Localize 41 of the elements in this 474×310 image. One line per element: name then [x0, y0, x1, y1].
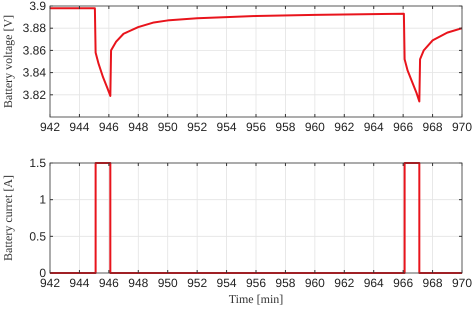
x-tick-label: 958 [275, 120, 296, 134]
y-tick-label: 1 [39, 192, 46, 207]
x-tick-label: 962 [334, 120, 355, 134]
x-tick-label: 954 [216, 276, 237, 290]
y-tick-label: 0.5 [29, 229, 46, 244]
line-series [50, 7, 462, 102]
x-tick-label: 954 [216, 120, 237, 134]
x-tick-label: 964 [364, 276, 384, 290]
x-tick-label: 962 [334, 276, 355, 290]
x-axis-title: Time [min] [228, 292, 284, 306]
y-axis-title: Battery voltage [V] [1, 14, 15, 108]
y-tick-label: 3.9 [29, 0, 46, 13]
x-tick-label: 946 [98, 120, 120, 134]
x-tick-label: 944 [69, 276, 90, 290]
x-tick-label: 966 [393, 120, 414, 134]
x-tick-label: 968 [422, 120, 443, 134]
x-tick-label: 948 [128, 120, 149, 134]
y-tick-label: 1.5 [29, 156, 46, 170]
x-tick-label: 944 [69, 120, 90, 134]
x-tick-label: 964 [364, 120, 384, 134]
x-tick-label: 948 [128, 276, 149, 290]
x-tick-label: 956 [246, 276, 266, 290]
x-tick-label: 958 [275, 276, 296, 290]
y-axis-title: Battery curret [A] [1, 175, 15, 261]
x-tick-label: 950 [158, 120, 178, 134]
x-tick-label: 946 [98, 276, 120, 290]
y-tick-label: 3.82 [22, 88, 46, 102]
x-tick-label: 942 [40, 120, 60, 134]
x-tick-label: 970 [452, 120, 472, 134]
x-tick-label: 950 [158, 276, 178, 290]
x-tick-label: 970 [452, 276, 472, 290]
x-tick-label: 966 [393, 276, 414, 290]
x-tick-label: 956 [246, 120, 266, 134]
x-tick-label: 952 [187, 120, 208, 134]
y-tick-label: 3.84 [22, 66, 46, 80]
y-tick-label: 3.88 [22, 21, 46, 36]
x-tick-label: 968 [422, 276, 443, 290]
y-tick-label: 3.86 [22, 43, 46, 58]
x-tick-label: 960 [304, 276, 326, 290]
x-tick-label: 952 [187, 276, 208, 290]
x-tick-label: 960 [304, 120, 326, 134]
